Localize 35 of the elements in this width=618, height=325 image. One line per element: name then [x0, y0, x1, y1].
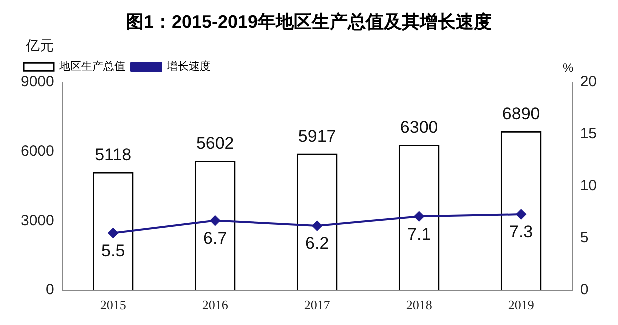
data-label: 5917 — [298, 126, 336, 146]
y-axis-title: 亿元 — [25, 37, 54, 54]
data-label: 6.2 — [306, 234, 330, 254]
x-tick-label: 2017 — [304, 298, 331, 313]
point — [108, 228, 118, 238]
y-tick-label: 9000 — [20, 74, 54, 91]
data-label: 5.5 — [102, 241, 126, 260]
x-tick-label: 2019 — [508, 298, 534, 313]
data-label: 7.3 — [510, 222, 534, 242]
y2-tick-label: 20 — [580, 74, 598, 91]
data-label: 7.1 — [408, 224, 432, 244]
bar — [500, 131, 542, 290]
legend-label: 增长速度 — [166, 60, 211, 74]
x-tick-label: 2016 — [202, 298, 229, 313]
x-tick-label: 2018 — [406, 298, 432, 313]
data-label: 5602 — [196, 134, 234, 154]
data-label: 5118 — [95, 145, 132, 164]
data-label: 6300 — [400, 118, 438, 138]
legend-label: 地区生产总值 — [58, 60, 126, 74]
chart-title: 图1：2015-2019年地区生产总值及其增长速度 — [126, 12, 492, 32]
y2-tick-label: 0 — [580, 282, 589, 299]
y-tick-label: 3000 — [20, 212, 54, 230]
point — [414, 212, 424, 222]
y2-tick-label: 15 — [580, 126, 598, 143]
y2-axis-title: % — [562, 60, 574, 75]
point — [210, 216, 220, 226]
point — [312, 220, 322, 231]
y2-tick-label: 10 — [580, 178, 598, 195]
point — [516, 210, 526, 220]
y2-tick-label: 5 — [580, 230, 589, 247]
x-tick-label: 2015 — [100, 298, 126, 313]
y-tick-label: 6000 — [20, 143, 54, 160]
data-label: 6890 — [502, 104, 540, 124]
data-label: 6.7 — [204, 228, 228, 248]
y-tick-label: 0 — [46, 282, 54, 299]
